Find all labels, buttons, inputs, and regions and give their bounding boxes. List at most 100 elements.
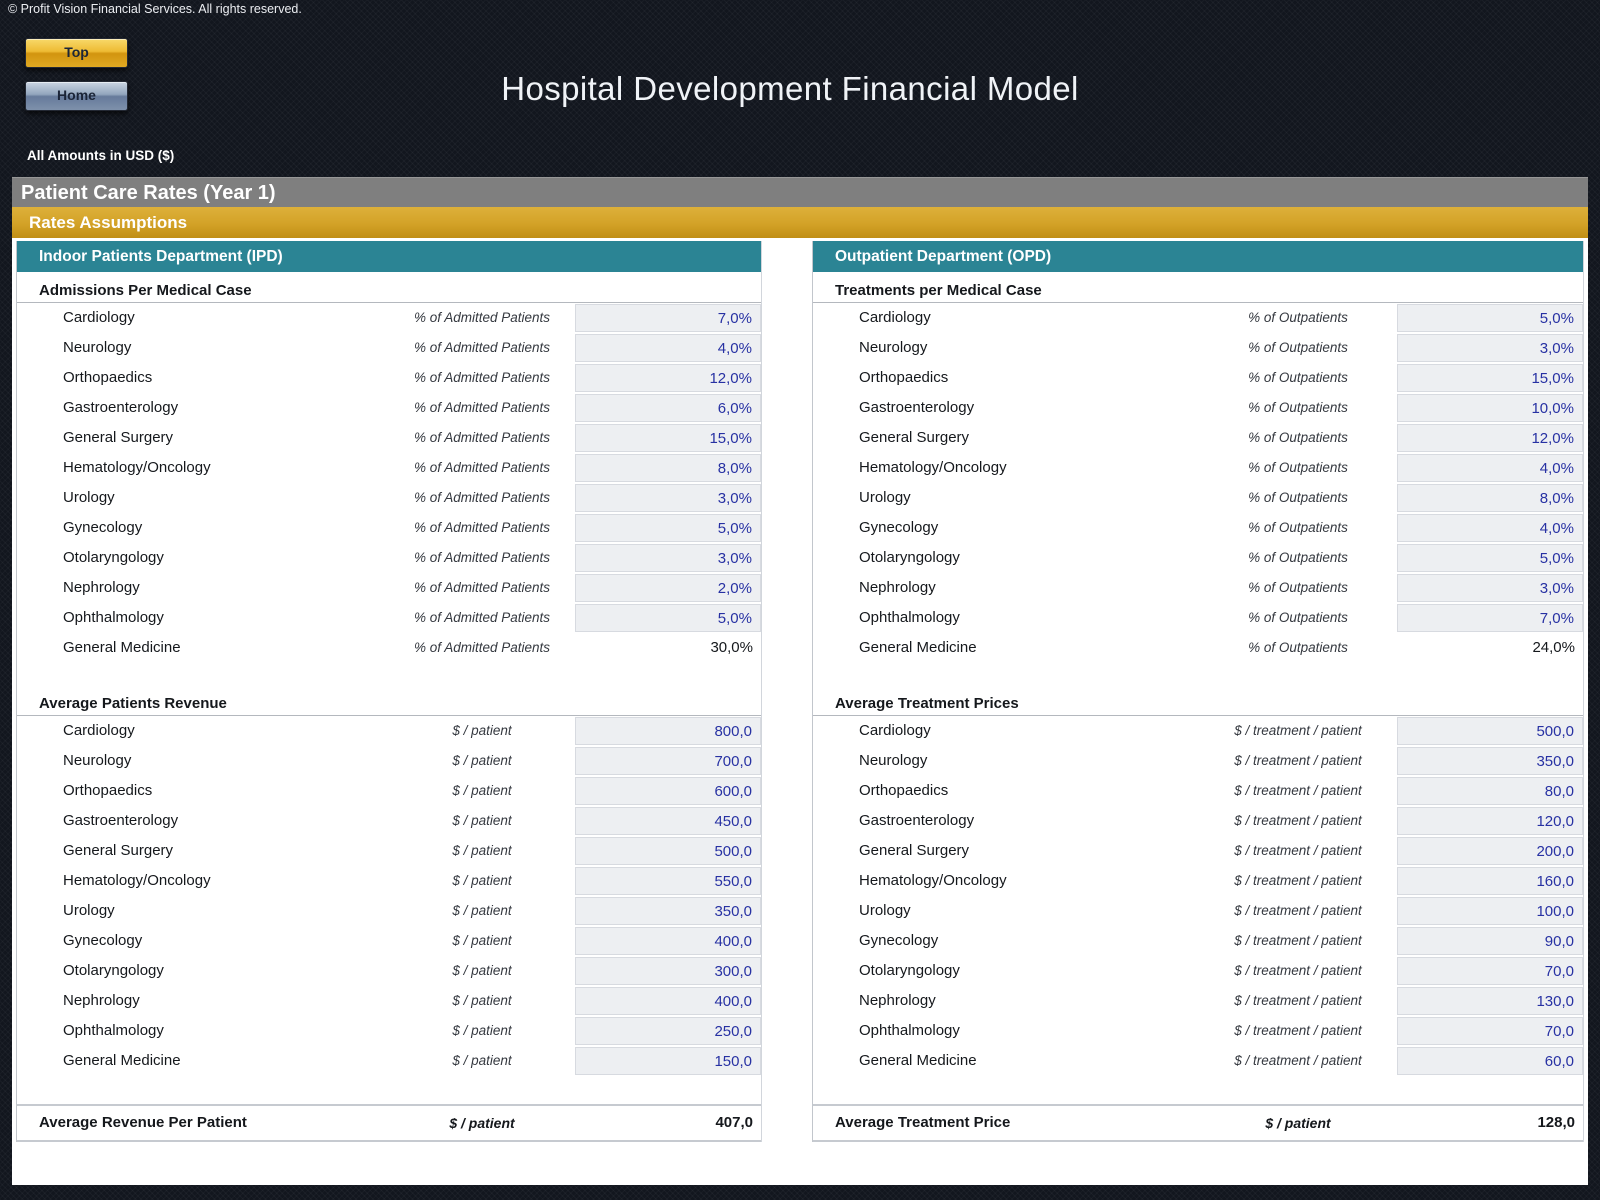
value-cell: 24,0% [1532, 639, 1575, 656]
table-row: General Medicine $ / treatment / patient… [813, 1046, 1583, 1076]
unit-label: $ / treatment / patient [1234, 813, 1362, 828]
value-cell[interactable]: 80,0 [1397, 777, 1583, 805]
value-cell[interactable]: 90,0 [1397, 927, 1583, 955]
value-cell[interactable]: 5,0% [1397, 544, 1583, 572]
value-cell[interactable]: 70,0 [1397, 957, 1583, 985]
unit-label: $ / treatment / patient [1234, 1053, 1362, 1068]
opd-treatments-title: Treatments per Medical Case [813, 278, 1583, 303]
unit-label: $ / patient [452, 1023, 512, 1038]
specialty-label: Ophthalmology [859, 1022, 960, 1039]
value-cell[interactable]: 150,0 [575, 1047, 761, 1075]
table-row: Otolaryngology $ / patient 300,0 [17, 956, 761, 986]
top-button[interactable]: Top [25, 38, 128, 68]
value-cell[interactable]: 130,0 [1397, 987, 1583, 1015]
value-cell[interactable]: 8,0% [1397, 484, 1583, 512]
specialty-label: Neurology [63, 752, 132, 769]
value-cell[interactable]: 450,0 [575, 807, 761, 835]
summary-label: Average Revenue Per Patient [39, 1114, 247, 1131]
value-cell[interactable]: 4,0% [575, 334, 761, 362]
table-row: Orthopaedics % of Admitted Patients 12,0… [17, 363, 761, 393]
unit-label: % of Outpatients [1248, 400, 1348, 415]
value-cell[interactable]: 5,0% [575, 604, 761, 632]
opd-prices-rows: Cardiology $ / treatment / patient 500,0… [813, 716, 1583, 1076]
specialty-label: Gynecology [859, 932, 939, 949]
value-cell[interactable]: 350,0 [1397, 747, 1583, 775]
value-cell[interactable]: 70,0 [1397, 1017, 1583, 1045]
table-row: Gastroenterology $ / patient 450,0 [17, 806, 761, 836]
table-row: Gastroenterology $ / treatment / patient… [813, 806, 1583, 836]
value-cell[interactable]: 15,0% [575, 424, 761, 452]
value-cell[interactable]: 160,0 [1397, 867, 1583, 895]
value-cell[interactable]: 600,0 [575, 777, 761, 805]
unit-label: % of Outpatients [1248, 610, 1348, 625]
value-cell[interactable]: 6,0% [575, 394, 761, 422]
unit-label: $ / patient [452, 723, 512, 738]
unit-label: % of Outpatients [1248, 310, 1348, 325]
specialty-label: Otolaryngology [859, 962, 960, 979]
value-cell[interactable]: 3,0% [1397, 334, 1583, 362]
value-cell[interactable]: 7,0% [1397, 604, 1583, 632]
value-cell[interactable]: 3,0% [1397, 574, 1583, 602]
value-cell[interactable]: 400,0 [575, 987, 761, 1015]
value-cell[interactable]: 800,0 [575, 717, 761, 745]
specialty-label: Neurology [859, 752, 928, 769]
table-row: Neurology % of Admitted Patients 4,0% [17, 333, 761, 363]
table-row: Orthopaedics $ / treatment / patient 80,… [813, 776, 1583, 806]
specialty-label: Nephrology [63, 579, 140, 596]
value-cell[interactable]: 100,0 [1397, 897, 1583, 925]
value-cell[interactable]: 10,0% [1397, 394, 1583, 422]
specialty-label: General Medicine [859, 639, 977, 656]
opd-panel: Outpatient Department (OPD) Treatments p… [812, 241, 1584, 1142]
unit-label: $ / patient [452, 993, 512, 1008]
table-row: Urology $ / patient 350,0 [17, 896, 761, 926]
value-cell[interactable]: 250,0 [575, 1017, 761, 1045]
value-cell[interactable]: 400,0 [575, 927, 761, 955]
home-button[interactable]: Home [25, 81, 128, 111]
specialty-label: Urology [859, 489, 911, 506]
specialty-label: Cardiology [859, 722, 931, 739]
table-row: Cardiology % of Admitted Patients 7,0% [17, 303, 761, 333]
table-row: Cardiology $ / treatment / patient 500,0 [813, 716, 1583, 746]
value-cell[interactable]: 7,0% [575, 304, 761, 332]
value-cell[interactable]: 12,0% [1397, 424, 1583, 452]
unit-label: % of Outpatients [1248, 490, 1348, 505]
specialty-label: Orthopaedics [859, 369, 949, 386]
sheet-content: Patient Care Rates (Year 1) Rates Assump… [12, 177, 1588, 1185]
unit-label: $ / treatment / patient [1234, 723, 1362, 738]
value-cell[interactable]: 500,0 [575, 837, 761, 865]
unit-label: $ / treatment / patient [1234, 843, 1362, 858]
value-cell[interactable]: 120,0 [1397, 807, 1583, 835]
value-cell[interactable]: 550,0 [575, 867, 761, 895]
value-cell[interactable]: 2,0% [575, 574, 761, 602]
unit-label: $ / treatment / patient [1234, 993, 1362, 1008]
specialty-label: Cardiology [63, 309, 135, 326]
value-cell[interactable]: 3,0% [575, 544, 761, 572]
value-cell[interactable]: 60,0 [1397, 1047, 1583, 1075]
value-cell[interactable]: 5,0% [1397, 304, 1583, 332]
value-cell[interactable]: 12,0% [575, 364, 761, 392]
copyright-text: © Profit Vision Financial Services. All … [8, 2, 302, 16]
unit-label: $ / treatment / patient [1234, 873, 1362, 888]
ipd-admissions-title: Admissions Per Medical Case [17, 278, 761, 303]
value-cell[interactable]: 700,0 [575, 747, 761, 775]
unit-label: $ / patient [452, 1053, 512, 1068]
value-cell[interactable]: 15,0% [1397, 364, 1583, 392]
opd-treatments-rows: Cardiology % of Outpatients 5,0% Neurolo… [813, 303, 1583, 663]
value-cell[interactable]: 5,0% [575, 514, 761, 542]
value-cell[interactable]: 300,0 [575, 957, 761, 985]
specialty-label: Gynecology [63, 519, 143, 536]
value-cell[interactable]: 350,0 [575, 897, 761, 925]
value-cell[interactable]: 8,0% [575, 454, 761, 482]
value-cell[interactable]: 4,0% [1397, 454, 1583, 482]
value-cell[interactable]: 200,0 [1397, 837, 1583, 865]
value-cell[interactable]: 500,0 [1397, 717, 1583, 745]
specialty-label: General Surgery [859, 842, 970, 859]
table-row: General Medicine % of Admitted Patients … [17, 633, 761, 663]
specialty-label: General Surgery [63, 842, 174, 859]
table-row: Gastroenterology % of Outpatients 10,0% [813, 393, 1583, 423]
specialty-label: Otolaryngology [63, 549, 164, 566]
value-cell[interactable]: 3,0% [575, 484, 761, 512]
unit-label: % of Outpatients [1248, 580, 1348, 595]
unit-label: % of Admitted Patients [413, 610, 551, 625]
value-cell[interactable]: 4,0% [1397, 514, 1583, 542]
